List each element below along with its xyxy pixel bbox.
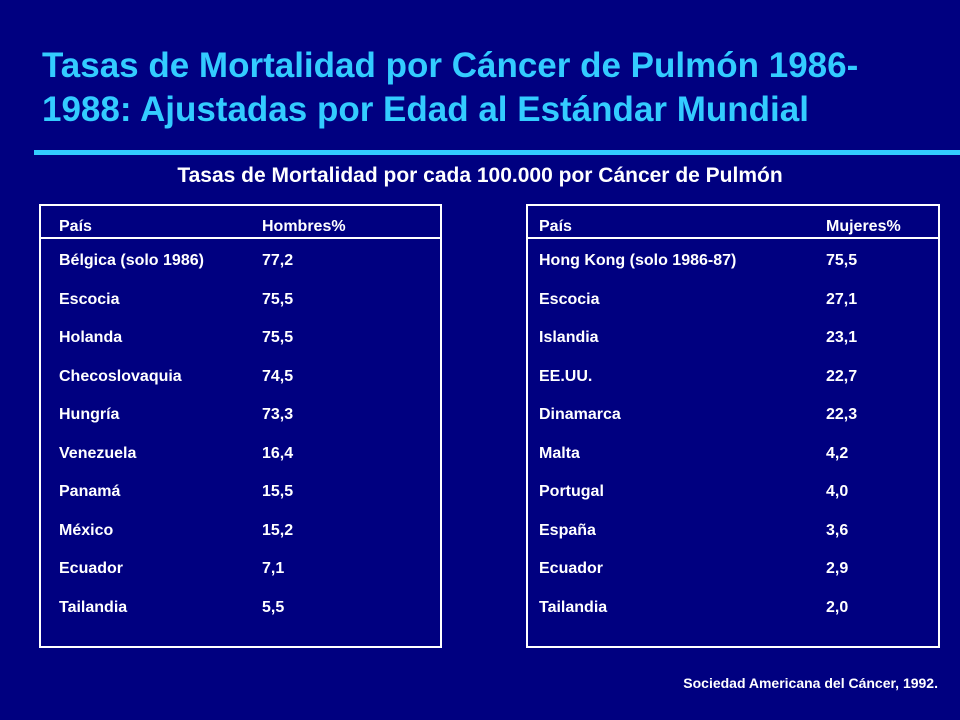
table-row: Dinamarca 22,3	[528, 403, 938, 427]
country-cell: Dinamarca	[539, 406, 621, 423]
table-row: Escocia 75,5	[41, 288, 440, 312]
table-row: Bélgica (solo 1986) 77,2	[41, 249, 440, 273]
rate-cell: 73,3	[262, 406, 294, 423]
page-title: Tasas de Mortalidad por Cáncer de Pulmón…	[42, 46, 859, 129]
table-header-row: País Hombres%	[41, 215, 440, 239]
country-cell: Malta	[539, 445, 580, 462]
country-cell: Panamá	[59, 483, 121, 500]
table-header-row: País Mujeres%	[528, 215, 938, 239]
women-table: País Mujeres% Hong Kong (solo 1986-87) 7…	[526, 204, 940, 648]
rate-cell: 16,4	[262, 445, 294, 462]
table-row: México 15,2	[41, 519, 440, 543]
rate-cell: 15,2	[262, 522, 294, 539]
table-row: Tailandia 2,0	[528, 596, 938, 620]
rate-cell: 4,0	[826, 483, 849, 500]
table-row: Checoslovaquia 74,5	[41, 365, 440, 389]
rate-cell: 5,5	[262, 599, 285, 616]
table-caption: Tasas de Mortalidad por cada 100.000 por…	[177, 164, 783, 187]
rate-cell: 75,5	[262, 329, 294, 346]
rate-cell: 23,1	[826, 329, 858, 346]
country-cell: Holanda	[59, 329, 123, 346]
country-cell: Islandia	[539, 329, 599, 346]
rate-cell: 75,5	[262, 291, 294, 308]
country-cell: Checoslovaquia	[59, 368, 182, 385]
header-divider	[41, 237, 440, 239]
rate-cell: 27,1	[826, 291, 858, 308]
table-row: España 3,6	[528, 519, 938, 543]
country-cell: Escocia	[59, 291, 120, 308]
rate-cell: 15,5	[262, 483, 294, 500]
rate-cell: 7,1	[262, 560, 285, 577]
title-divider	[34, 150, 960, 155]
country-cell: México	[59, 522, 114, 539]
country-cell: EE.UU.	[539, 368, 593, 385]
country-cell: Venezuela	[59, 445, 137, 462]
table-row: Malta 4,2	[528, 442, 938, 466]
country-cell: Ecuador	[539, 560, 604, 577]
rate-cell: 75,5	[826, 252, 858, 269]
country-cell: Ecuador	[59, 560, 124, 577]
country-cell: Hong Kong (solo 1986-87)	[539, 252, 737, 269]
table-row: Ecuador 2,9	[528, 557, 938, 581]
table-row: Escocia 27,1	[528, 288, 938, 312]
rate-cell: 3,6	[826, 522, 849, 539]
table-row: Panamá 15,5	[41, 480, 440, 504]
table-row: Tailandia 5,5	[41, 596, 440, 620]
country-cell: Tailandia	[539, 599, 608, 616]
table-row: EE.UU. 22,7	[528, 365, 938, 389]
rate-cell: 74,5	[262, 368, 294, 385]
rate-cell: 22,3	[826, 406, 858, 423]
table-row: Hong Kong (solo 1986-87) 75,5	[528, 249, 938, 273]
country-cell: Portugal	[539, 483, 604, 500]
table-row: Portugal 4,0	[528, 480, 938, 504]
table-row: Holanda 75,5	[41, 326, 440, 350]
rate-cell: 77,2	[262, 252, 294, 269]
column-header-country: País	[59, 218, 92, 235]
men-table: País Hombres% Bélgica (solo 1986) 77,2 E…	[39, 204, 442, 648]
column-header-women: Mujeres%	[826, 218, 901, 235]
rate-cell: 4,2	[826, 445, 849, 462]
header-divider	[528, 237, 938, 239]
table-row: Hungría 73,3	[41, 403, 440, 427]
country-cell: Tailandia	[59, 599, 128, 616]
country-cell: Escocia	[539, 291, 600, 308]
country-cell: Bélgica (solo 1986)	[59, 252, 204, 269]
column-header-country: País	[539, 218, 572, 235]
rate-cell: 22,7	[826, 368, 858, 385]
table-row: Islandia 23,1	[528, 326, 938, 350]
rate-cell: 2,0	[826, 599, 849, 616]
country-cell: España	[539, 522, 596, 539]
table-row: Ecuador 7,1	[41, 557, 440, 581]
table-row: Venezuela 16,4	[41, 442, 440, 466]
rate-cell: 2,9	[826, 560, 849, 577]
column-header-men: Hombres%	[262, 218, 346, 235]
country-cell: Hungría	[59, 406, 120, 423]
source-citation: Sociedad Americana del Cáncer, 1992.	[683, 675, 938, 691]
